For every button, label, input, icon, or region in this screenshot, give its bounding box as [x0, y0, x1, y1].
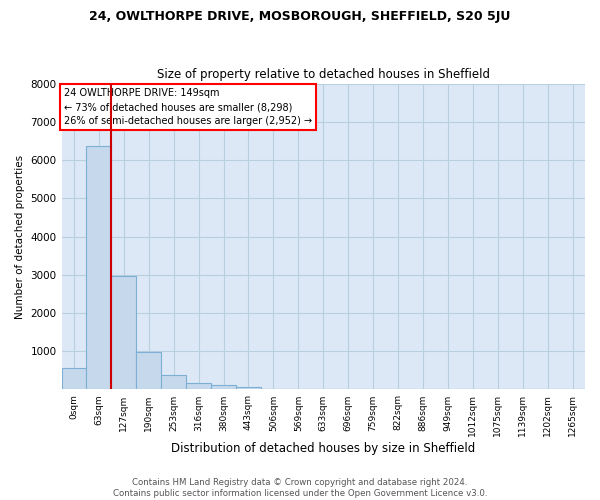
Text: Contains HM Land Registry data © Crown copyright and database right 2024.
Contai: Contains HM Land Registry data © Crown c…: [113, 478, 487, 498]
Y-axis label: Number of detached properties: Number of detached properties: [15, 154, 25, 318]
Title: Size of property relative to detached houses in Sheffield: Size of property relative to detached ho…: [157, 68, 490, 81]
Text: 24, OWLTHORPE DRIVE, MOSBOROUGH, SHEFFIELD, S20 5JU: 24, OWLTHORPE DRIVE, MOSBOROUGH, SHEFFIE…: [89, 10, 511, 23]
Bar: [161, 376, 186, 390]
Bar: [186, 383, 211, 390]
Bar: [112, 276, 136, 390]
Bar: [236, 387, 261, 390]
Text: 24 OWLTHORPE DRIVE: 149sqm
← 73% of detached houses are smaller (8,298)
26% of s: 24 OWLTHORPE DRIVE: 149sqm ← 73% of deta…: [64, 88, 312, 126]
Bar: [86, 146, 112, 390]
Bar: [211, 386, 236, 390]
X-axis label: Distribution of detached houses by size in Sheffield: Distribution of detached houses by size …: [171, 442, 475, 455]
Bar: [62, 368, 86, 390]
Bar: [136, 352, 161, 390]
